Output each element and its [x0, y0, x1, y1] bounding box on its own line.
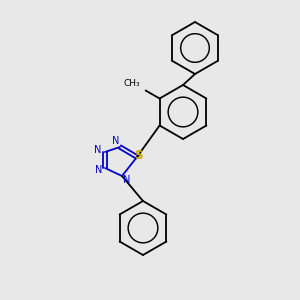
Text: S: S: [134, 149, 143, 162]
Text: CH₃: CH₃: [124, 80, 141, 88]
Text: N: N: [95, 165, 103, 175]
Text: N: N: [123, 175, 131, 185]
Text: N: N: [112, 136, 120, 146]
Text: N: N: [94, 145, 102, 155]
